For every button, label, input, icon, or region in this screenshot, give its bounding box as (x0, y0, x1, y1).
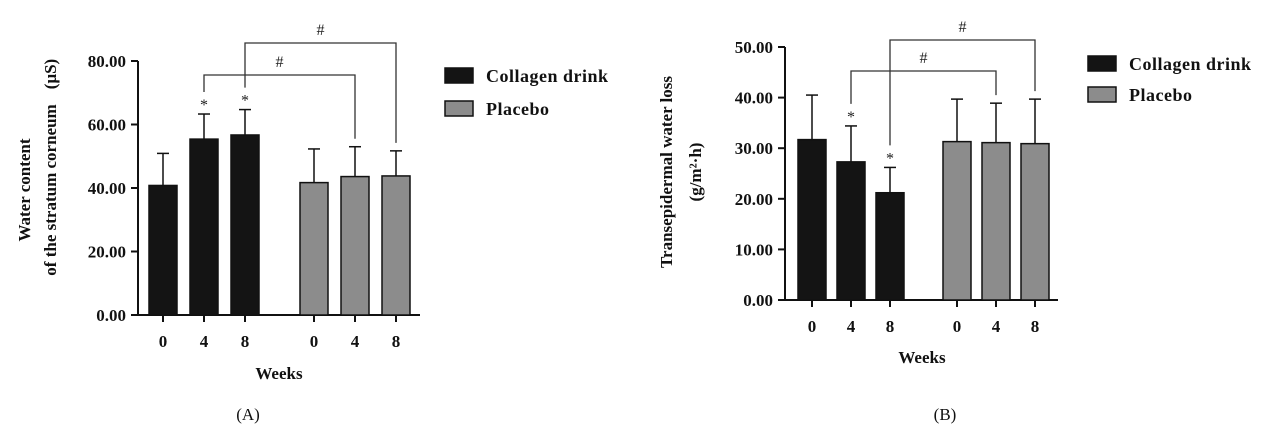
bracket-label: # (317, 22, 325, 39)
y-tick-label: 80.00 (88, 52, 126, 71)
legend-label: Collagen drink (486, 66, 609, 86)
y-tick-label: 50.00 (735, 38, 773, 57)
bar (981, 141, 1011, 301)
significance-star: * (847, 109, 855, 126)
bracket-label: # (276, 54, 284, 71)
bar (942, 140, 972, 301)
y-tick-label: 20.00 (735, 190, 773, 209)
x-tick-label: 8 (886, 317, 895, 336)
y-axis-title: Water content (15, 138, 34, 241)
bracket-label: # (920, 50, 928, 67)
legend-swatch (444, 100, 474, 117)
significance-star: * (200, 97, 208, 114)
legend-swatch (1087, 55, 1117, 72)
x-tick-label: 0 (159, 332, 168, 351)
bar (189, 138, 219, 316)
legend-swatch (444, 67, 474, 84)
y-axis-unit: (μS) (41, 59, 60, 89)
x-tick-label: 0 (808, 317, 817, 336)
x-tick-label: 4 (992, 317, 1001, 336)
y-tick-label: 20.00 (88, 243, 126, 262)
significance-bracket (850, 70, 997, 104)
significance-star: * (886, 150, 894, 167)
bar (381, 175, 411, 316)
panel-b-chart: 0.00 10.00 20.00 30.00 40.00 50.00 0 4 * 8 * 0 4 8 # # W… (657, 19, 1252, 424)
panel-caption: (A) (236, 405, 260, 424)
y-tick-label: 30.00 (735, 139, 773, 158)
bar (1020, 142, 1050, 301)
x-tick-label: 0 (310, 332, 319, 351)
x-tick-label: 0 (953, 317, 962, 336)
significance-bracket (244, 42, 397, 143)
y-tick-label: 0.00 (96, 306, 126, 325)
y-axis-title: of the stratum corneum (41, 104, 60, 275)
y-axis-title: Transepidermal water loss (657, 76, 676, 268)
panel-a-chart: 0.00 20.00 40.00 60.00 80.00 0 4 * 8 * 0 4 8 # # Weeks W… (15, 22, 609, 424)
x-tick-label: 4 (351, 332, 360, 351)
bar (340, 175, 370, 316)
y-tick-label: 10.00 (735, 240, 773, 259)
y-axis-title: (g/m²·h) (686, 143, 705, 202)
legend-label: Placebo (1129, 85, 1193, 105)
significance-star: * (241, 93, 249, 110)
x-tick-label: 8 (1031, 317, 1040, 336)
legend-label: Placebo (486, 99, 550, 119)
x-tick-label: 4 (847, 317, 856, 336)
y-tick-label: 40.00 (88, 179, 126, 198)
x-axis-title: Weeks (255, 364, 303, 383)
bar (797, 138, 827, 301)
bracket-label: # (959, 19, 967, 36)
significance-bracket (203, 74, 356, 139)
y-tick-label: 40.00 (735, 89, 773, 108)
y-tick-label: 0.00 (743, 291, 773, 310)
bar (148, 184, 178, 316)
bar (299, 181, 329, 316)
x-axis-title: Weeks (898, 348, 946, 367)
significance-bracket (889, 39, 1036, 146)
legend-swatch (1087, 86, 1117, 103)
bar (875, 191, 905, 301)
bar (230, 134, 260, 316)
y-tick-label: 60.00 (88, 116, 126, 135)
bar (836, 161, 866, 301)
x-tick-label: 4 (200, 332, 209, 351)
legend-label: Collagen drink (1129, 54, 1252, 74)
panel-caption: (B) (934, 405, 957, 424)
x-tick-label: 8 (392, 332, 401, 351)
x-tick-label: 8 (241, 332, 250, 351)
